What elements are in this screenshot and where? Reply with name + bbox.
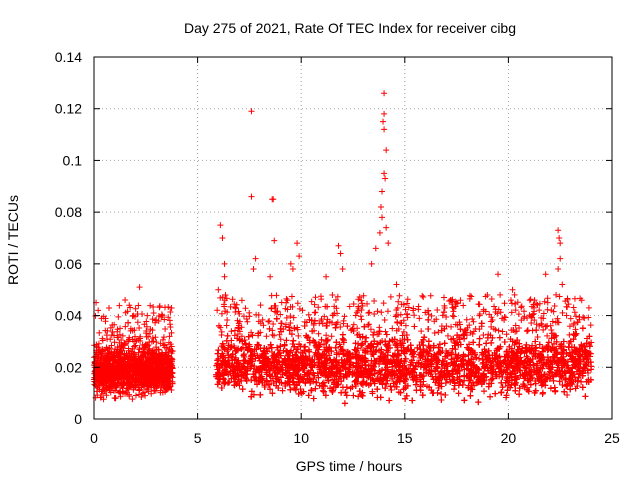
data-point xyxy=(107,336,114,343)
data-point xyxy=(160,334,167,341)
data-point xyxy=(104,346,111,353)
data-point xyxy=(142,392,149,399)
data-point xyxy=(168,305,175,312)
data-point xyxy=(117,388,124,395)
data-point xyxy=(157,340,164,347)
data-point xyxy=(158,384,165,391)
data-points-layer xyxy=(91,90,595,407)
data-point xyxy=(146,345,153,352)
data-point xyxy=(134,319,141,326)
data-point xyxy=(115,313,122,320)
data-point xyxy=(126,393,133,400)
data-point xyxy=(150,304,157,311)
data-point xyxy=(167,323,174,330)
data-point xyxy=(144,312,151,319)
data-point xyxy=(117,393,124,400)
data-point xyxy=(116,389,123,396)
data-point xyxy=(112,395,119,402)
data-point xyxy=(132,305,139,312)
data-point xyxy=(107,389,114,396)
data-point xyxy=(161,316,168,323)
data-point xyxy=(111,339,118,346)
data-point xyxy=(148,338,155,345)
data-point xyxy=(147,302,154,309)
data-point xyxy=(132,392,139,399)
data-point xyxy=(135,302,142,309)
grid-layer xyxy=(94,57,612,419)
data-point xyxy=(116,302,123,309)
data-point xyxy=(122,323,129,330)
data-point xyxy=(150,309,157,316)
data-point xyxy=(136,346,143,353)
data-point xyxy=(131,343,138,350)
data-point xyxy=(107,324,114,331)
data-point xyxy=(96,329,103,336)
data-point xyxy=(277,336,284,343)
data-point xyxy=(106,305,113,312)
data-point xyxy=(125,319,132,326)
data-point xyxy=(162,326,169,333)
data-point xyxy=(129,396,136,403)
data-point xyxy=(156,304,163,311)
data-point xyxy=(118,347,125,354)
data-point xyxy=(161,304,168,311)
data-point xyxy=(100,396,107,403)
chart-title: Day 275 of 2021, Rate Of TEC Index for r… xyxy=(184,20,516,36)
